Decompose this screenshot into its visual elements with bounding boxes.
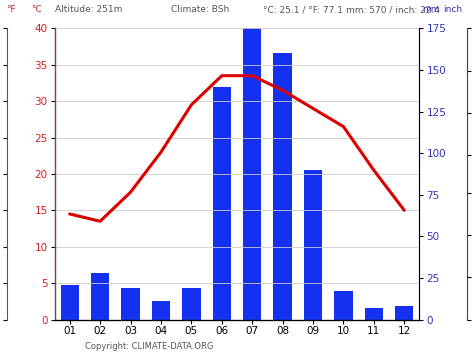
Bar: [273, 53, 292, 320]
Text: mm: mm: [422, 5, 439, 14]
Bar: [121, 288, 140, 320]
Text: °C: 25.1 / °F: 77.1: °C: 25.1 / °F: 77.1: [263, 5, 343, 14]
Text: °C: °C: [31, 5, 42, 14]
Bar: [395, 306, 413, 320]
Text: Climate: BSh: Climate: BSh: [171, 5, 229, 14]
Bar: [61, 285, 79, 320]
Text: Copyright: CLIMATE-DATA.ORG: Copyright: CLIMATE-DATA.ORG: [85, 342, 214, 351]
Bar: [213, 87, 231, 320]
Bar: [243, 28, 261, 320]
Text: Altitude: 251m: Altitude: 251m: [55, 5, 122, 14]
Bar: [365, 308, 383, 320]
Text: mm: 570 / inch: 22.4: mm: 570 / inch: 22.4: [346, 5, 440, 14]
Bar: [304, 170, 322, 320]
Bar: [152, 301, 170, 320]
Bar: [334, 291, 353, 320]
Text: °F: °F: [6, 5, 16, 14]
Bar: [182, 288, 201, 320]
Bar: [91, 273, 109, 320]
Text: inch: inch: [443, 5, 462, 14]
